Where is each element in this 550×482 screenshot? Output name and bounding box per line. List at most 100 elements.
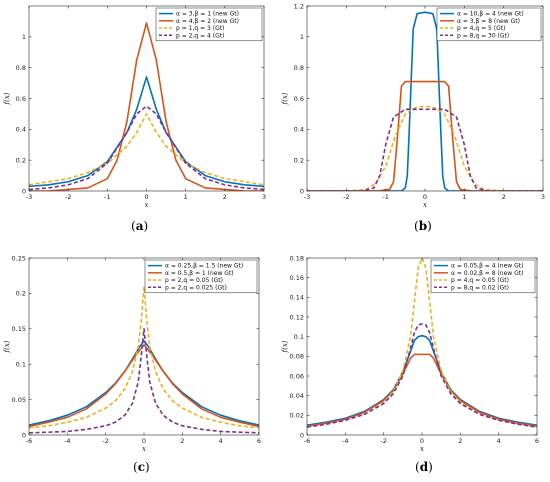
legend-label-1: α = 0.25,β = 1.5 (new Gt)	[165, 263, 243, 270]
y-tick-label: 0	[22, 431, 26, 439]
x-tick-label: -6	[26, 437, 32, 445]
series-line-1	[307, 11, 543, 191]
x-tick-label: 0	[142, 437, 146, 445]
x-tick-label: 2	[180, 437, 184, 445]
legend-label-1: α = 0.05,β = 4 (new Gt)	[451, 263, 523, 270]
series-line-1	[307, 334, 537, 426]
y-tick-label: 0.15	[12, 325, 26, 333]
x-tick-label: -4	[342, 437, 348, 445]
x-tick-label: 0	[423, 193, 427, 201]
y-tick-label: 0.8	[294, 64, 304, 72]
legend: α = 0.05,β = 4 (new Gt)α = 0.02,β = 8 (n…	[430, 259, 536, 294]
y-tick-label: 0.4	[294, 126, 304, 134]
legend-label-3: p = 2,q = 0.05 (Gt)	[165, 277, 223, 284]
x-tick-label: 1	[184, 193, 188, 201]
x-axis-label: x	[420, 445, 424, 453]
legend-label-3: p = 4,q = 0.05 (Gt)	[451, 277, 509, 284]
legend: α = 10,β = 4 (new Gt)α = 3,β = 8 (new Gt…	[436, 7, 542, 42]
legend-label-1: α = 10,β = 4 (new Gt)	[457, 11, 524, 18]
chart-panel-b: -3 -2 -1 0 1 2 3 0 0.2 0.4 0.6 0.8 1 1.2 x f(x) α = 10,β…	[281, 2, 545, 209]
x-tick-label: 2	[502, 193, 506, 201]
legend-label-2: α = 4,β = 2 (new Gt)	[176, 18, 239, 25]
y-tick-label: 1.2	[294, 2, 304, 10]
x-tick-label: -3	[304, 193, 310, 201]
legend-box	[430, 259, 536, 294]
y-tick-label: 0.08	[290, 353, 304, 361]
legend-box	[155, 7, 263, 42]
series-group	[29, 285, 259, 434]
x-tick-label: -2	[65, 193, 71, 201]
legend-box	[144, 259, 258, 294]
y-tick-label: 0.14	[290, 294, 304, 302]
x-axis-label: x	[145, 201, 149, 209]
y-tick-label: 0.1	[16, 361, 26, 369]
chart-panel-d: -6 -4 -2 0 2 4 6 0 0.02 0.04 0.06 0.08 0.1 0.12 0.14 0.…	[281, 254, 539, 453]
x-tick-label: -1	[104, 193, 110, 201]
series-line-3	[29, 285, 259, 429]
caption-d-letter: d	[419, 460, 429, 474]
x-axis-label: x	[423, 201, 427, 209]
legend-label-2: α = 3,β = 8 (new Gt)	[457, 18, 520, 25]
legend: α = 0.25,β = 1.5 (new Gt)α = 0.5,β = 1 (…	[144, 259, 258, 294]
y-tick-label: 0.16	[290, 274, 304, 282]
legend-label-4: p = 8,q = 0.02 (Gt)	[451, 284, 509, 291]
y-tick-label: 0.06	[290, 372, 304, 380]
y-tick-label: 0	[300, 431, 304, 439]
y-tick-label: 0.2	[294, 156, 304, 164]
x-tick-label: 4	[497, 437, 501, 445]
y-tick-label: 0	[22, 187, 26, 195]
x-tick-label: 2	[223, 193, 227, 201]
y-tick-label: 0.25	[12, 254, 26, 262]
y-tick-label: 0	[300, 187, 304, 195]
series-line-2	[307, 353, 537, 427]
x-tick-label: -6	[304, 437, 310, 445]
x-tick-label: 3	[541, 193, 545, 201]
y-tick-label: 0.4	[16, 126, 26, 134]
caption-c-letter: c	[137, 460, 145, 474]
series-line-3	[307, 105, 543, 191]
series-group	[29, 22, 264, 191]
caption-b-letter: b	[418, 219, 428, 233]
x-tick-label: 2	[458, 437, 462, 445]
x-tick-label: 3	[262, 193, 266, 201]
legend-label-1: α = 3,β = 1 (new Gt)	[176, 11, 239, 18]
series-line-2	[29, 22, 264, 191]
series-line-4	[307, 323, 537, 428]
y-tick-label: 0.02	[290, 412, 304, 420]
x-tick-label: -1	[382, 193, 388, 201]
series-line-4	[29, 105, 264, 191]
y-tick-label: 0.6	[294, 95, 304, 103]
y-tick-label: 0.12	[290, 313, 304, 321]
legend-label-3: p = 4,q = 5 (Gt)	[457, 25, 505, 32]
x-tick-label: 0	[420, 437, 424, 445]
legend-label-2: α = 0.5,β = 1 (new Gt)	[165, 270, 234, 277]
legend-label-4: p = 8,q = 30 (Gt)	[457, 32, 509, 39]
x-tick-label: -2	[380, 437, 386, 445]
x-tick-label: -3	[26, 193, 32, 201]
x-tick-label: 6	[535, 437, 539, 445]
x-tick-label: 6	[257, 437, 261, 445]
y-axis-label: f(x)	[281, 92, 289, 105]
series-line-2	[29, 344, 259, 428]
x-tick-label: -4	[64, 437, 70, 445]
x-axis-label: x	[142, 445, 146, 453]
x-tick-label: -2	[102, 437, 108, 445]
caption-b: (b)	[414, 219, 432, 233]
caption-d: (d)	[415, 460, 433, 474]
y-axis-label: f(x)	[3, 340, 11, 353]
y-axis-label: f(x)	[3, 92, 11, 105]
y-tick-label: 0.1	[294, 333, 304, 341]
legend: α = 3,β = 1 (new Gt)α = 4,β = 2 (new Gt)…	[155, 7, 263, 42]
legend-label-4: p = 2,q = 4 (Gt)	[176, 32, 224, 39]
y-tick-label: 0.04	[290, 392, 304, 400]
y-tick-label: 1	[22, 33, 26, 41]
y-tick-label: 0.2	[16, 290, 26, 298]
y-tick-label: 0.6	[16, 95, 26, 103]
chart-panel-a: -3 -2 -1 0 1 2 3 0 0.2 0.4 0.6 0.8 1 x f(x) α = 3,β = 1…	[3, 5, 266, 209]
y-tick-label: 0.8	[16, 64, 26, 72]
legend-label-4: p = 2,q = 0.025 (Gt)	[165, 284, 227, 291]
series-line-4	[29, 328, 259, 434]
series-line-1	[29, 340, 259, 426]
x-tick-label: 1	[462, 193, 466, 201]
x-tick-label: -2	[343, 193, 349, 201]
